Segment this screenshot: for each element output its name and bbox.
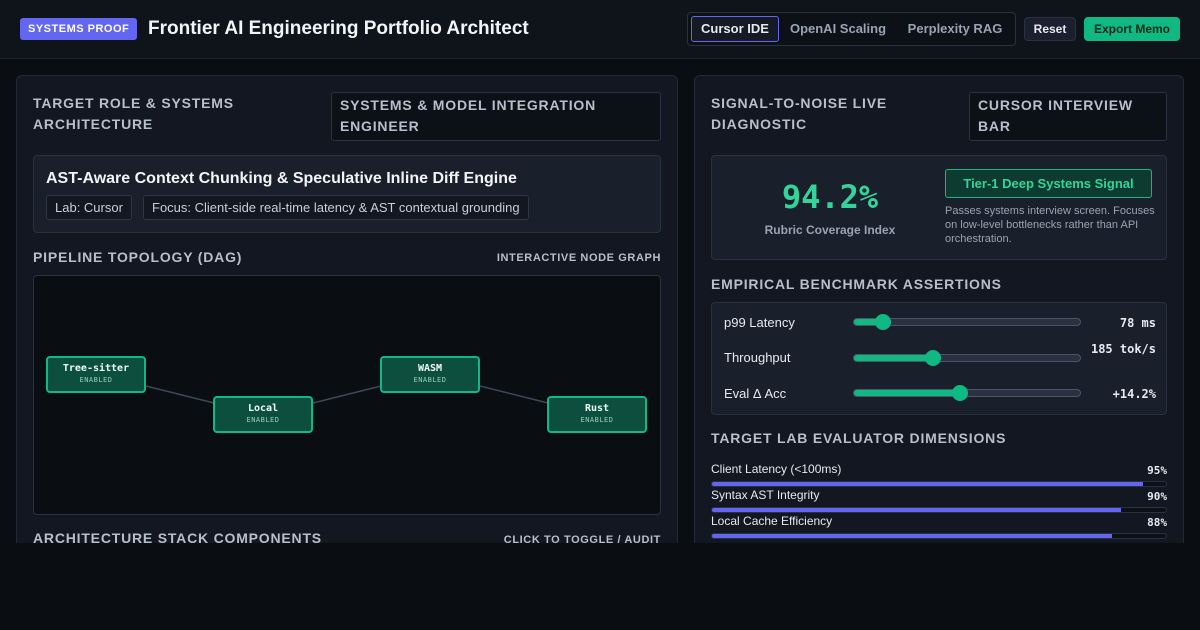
- app-title: Frontier AI Engineering Portfolio Archit…: [148, 18, 529, 39]
- node-rust[interactable]: Rust ENABLED: [547, 396, 647, 433]
- slider-fill: [854, 319, 884, 325]
- dag-edges: [145, 385, 549, 404]
- project-title: AST-Aware Context Chunking & Speculative…: [46, 170, 517, 187]
- node-tree-sitter[interactable]: Tree-sitter ENABLED: [46, 356, 146, 393]
- benchmark-card: p99 Latency 78 ms Throughput 185 tok/s E…: [711, 302, 1167, 415]
- node-local[interactable]: Local ENABLED: [213, 396, 313, 433]
- architecture-panel: TARGET ROLE & SYSTEMS ARCHITECTURE SYSTE…: [16, 75, 678, 543]
- target-role-title: TARGET ROLE & SYSTEMS ARCHITECTURE: [33, 95, 234, 132]
- interview-select[interactable]: CURSOR INTERVIEW BAR: [969, 92, 1167, 141]
- tab-perplexity-rag[interactable]: Perplexity RAG: [907, 21, 1003, 36]
- eval-acc-slider[interactable]: [853, 385, 1081, 401]
- node-status: ENABLED: [413, 376, 447, 384]
- dimension-bar: [711, 533, 1167, 539]
- dimensions-title: TARGET LAB EVALUATOR DIMENSIONS: [711, 430, 1007, 446]
- node-label: Local: [247, 403, 279, 414]
- dimension-label: Syntax AST Integrity: [711, 488, 820, 502]
- tab-openai-scaling[interactable]: OpenAI Scaling: [789, 21, 887, 36]
- benchmark-label: p99 Latency: [724, 315, 795, 330]
- app-header: SYSTEMS PROOF Frontier AI Engineering Po…: [0, 0, 1200, 59]
- edge-treesitter-local: [145, 385, 215, 404]
- dimension-value: 90%: [1147, 490, 1167, 503]
- dimension-bar: [711, 507, 1167, 513]
- benchmark-title: EMPIRICAL BENCHMARK ASSERTIONS: [711, 276, 1002, 292]
- node-label: WASM: [417, 363, 443, 374]
- node-status: ENABLED: [79, 376, 113, 384]
- reset-button[interactable]: Reset: [1024, 17, 1076, 41]
- rubric-score: 94.2%: [781, 178, 879, 216]
- slider-thumb[interactable]: [925, 350, 942, 366]
- main-viewport[interactable]: TARGET ROLE & SYSTEMS ARCHITECTURE SYSTE…: [0, 59, 1200, 543]
- edge-wasm-rust: [479, 385, 549, 404]
- lab-chip: Lab: Cursor: [46, 195, 132, 220]
- node-wasm[interactable]: WASM ENABLED: [380, 356, 480, 393]
- stack-hint: CLICK TO TOGGLE / AUDIT: [503, 534, 661, 543]
- stack-title: ARCHITECTURE STACK COMPONENTS: [33, 530, 322, 543]
- slider-thumb[interactable]: [875, 314, 892, 330]
- pipeline-hint: INTERACTIVE NODE GRAPH: [496, 252, 661, 264]
- dimension-value: 88%: [1147, 516, 1167, 529]
- slider-fill: [854, 355, 934, 361]
- export-memo-button[interactable]: Export Memo: [1084, 17, 1180, 41]
- dimension-label: Client Latency (<100ms): [711, 462, 842, 476]
- rubric-score-label: Rubric Coverage Index: [764, 223, 896, 237]
- throughput-slider[interactable]: [853, 350, 1081, 366]
- dimension-fill: [712, 482, 1144, 486]
- tab-cursor-ide[interactable]: Cursor IDE: [691, 16, 779, 42]
- node-status: ENABLED: [246, 416, 280, 424]
- dimension-fill: [712, 508, 1121, 512]
- pipeline-dag: Tree-sitter ENABLED Local ENABLED WASM E…: [33, 275, 661, 515]
- role-select[interactable]: SYSTEMS & MODEL INTEGRATION ENGINEER: [331, 92, 661, 141]
- benchmark-value: 78 ms: [1119, 316, 1156, 330]
- signal-title: SIGNAL-TO-NOISE LIVE DIAGNOSTIC: [711, 95, 887, 132]
- benchmark-value: +14.2%: [1112, 387, 1156, 401]
- tier-badge: Tier-1 Deep Systems Signal: [945, 169, 1152, 198]
- benchmark-value: 185 tok/s: [1090, 342, 1156, 356]
- edge-local-wasm: [312, 385, 382, 404]
- slider-thumb[interactable]: [952, 385, 969, 401]
- dimension-label: Local Cache Efficiency: [711, 514, 833, 528]
- project-card: AST-Aware Context Chunking & Speculative…: [33, 155, 661, 233]
- benchmark-label: Throughput: [724, 350, 791, 365]
- dimension-fill: [712, 534, 1112, 538]
- diagnostic-panel: SIGNAL-TO-NOISE LIVE DIAGNOSTIC CURSOR I…: [694, 75, 1184, 543]
- latency-slider[interactable]: [853, 314, 1081, 330]
- lab-tabs: Cursor IDE OpenAI Scaling Perplexity RAG: [687, 12, 1016, 46]
- node-label: Rust: [584, 403, 610, 414]
- pipeline-title: PIPELINE TOPOLOGY (DAG): [33, 249, 243, 265]
- systems-proof-badge: SYSTEMS PROOF: [20, 18, 138, 40]
- tier-description: Passes systems interview screen. Focuses…: [945, 205, 1155, 245]
- node-status: ENABLED: [580, 416, 614, 424]
- benchmark-label: Eval Δ Acc: [724, 386, 787, 401]
- dimension-bar: [711, 481, 1167, 487]
- node-label: Tree-sitter: [62, 363, 130, 374]
- score-card: 94.2% Rubric Coverage Index Tier-1 Deep …: [711, 155, 1167, 260]
- dimension-value: 95%: [1147, 464, 1167, 477]
- focus-chip: Focus: Client-side real-time latency & A…: [143, 195, 529, 220]
- slider-fill: [854, 390, 961, 396]
